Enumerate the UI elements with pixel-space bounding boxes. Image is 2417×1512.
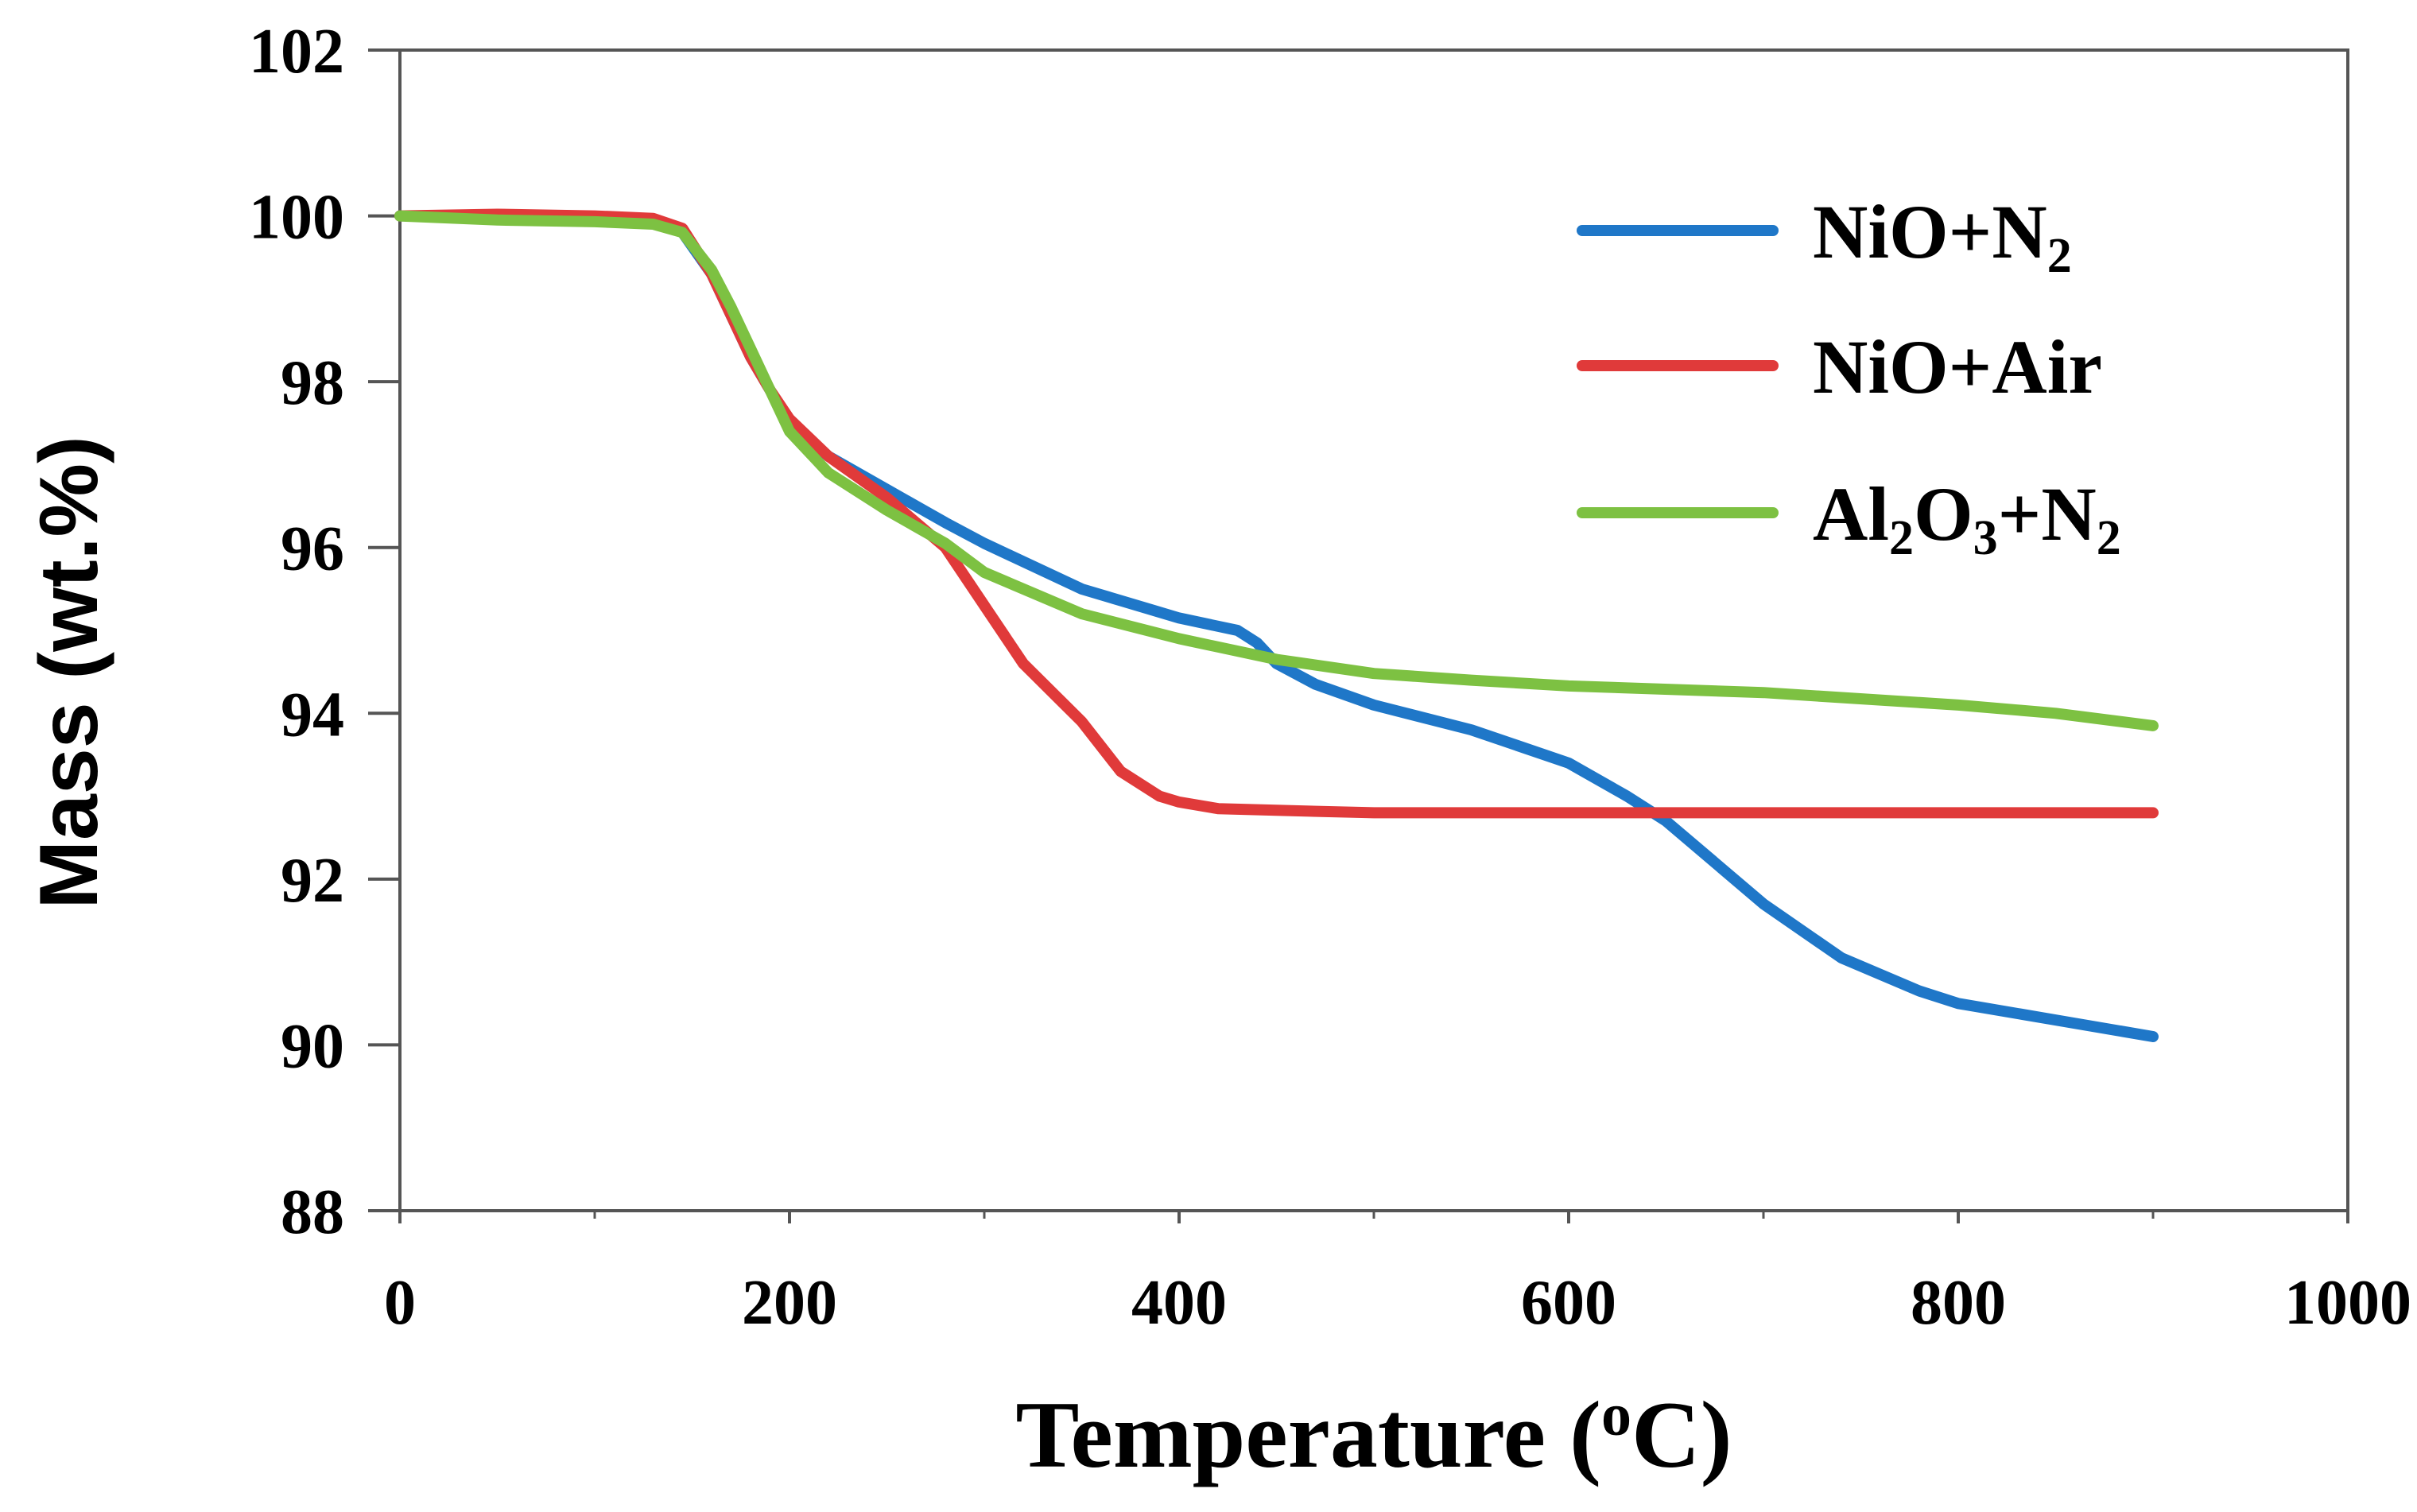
y-tick-label: 102 (249, 17, 344, 87)
series-line-al2o3-n2 (394, 210, 2159, 731)
legend-label-al2o3-n2: Al2O3+N2 (1813, 471, 2121, 565)
legend: NiO+N2 NiO+Air Al2O3+N2 (1577, 189, 2121, 565)
y-tick-label: 98 (281, 348, 344, 418)
legend-label-nio-air: NiO+Air (1813, 324, 2102, 409)
x-tick-label: 800 (1911, 1268, 2006, 1338)
x-tick-label: 200 (742, 1268, 837, 1338)
x-tick-label: 400 (1131, 1268, 1227, 1338)
y-axis: 88 90 92 94 96 98 100 102 (249, 17, 400, 1247)
x-tick-label: 0 (384, 1268, 416, 1338)
x-axis-label-text: Temperature ( (1015, 1382, 1601, 1487)
x-tick-label: 1000 (2284, 1268, 2411, 1338)
x-tick-label: 600 (1521, 1268, 1616, 1338)
x-axis: 0 200 400 600 800 1000 (368, 1209, 2411, 1338)
y-axis-label: Mass (wt.%) (23, 436, 115, 909)
x-axis-label-tail: C) (1631, 1382, 1732, 1487)
plot-area-frame (398, 48, 2349, 1212)
legend-label-nio-n2: NiO+N2 (1813, 189, 2072, 283)
y-tick-label: 100 (249, 183, 344, 253)
x-axis-label-superscript: o (1601, 1382, 1631, 1448)
y-tick-label: 94 (281, 680, 344, 750)
y-tick-label: 90 (281, 1011, 344, 1081)
x-axis-label: Temperature (oC) (1015, 1382, 1732, 1487)
y-tick-label: 92 (281, 846, 344, 916)
series-layer (394, 208, 2159, 1042)
y-tick-label: 88 (281, 1177, 344, 1247)
y-tick-label: 96 (281, 514, 344, 584)
